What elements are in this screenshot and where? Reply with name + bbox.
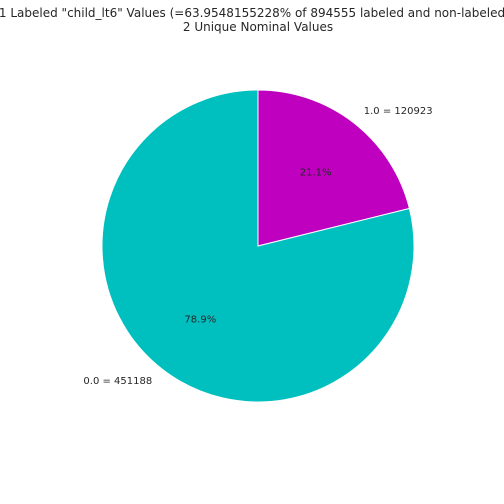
chart-subtitle: 2 Unique Nominal Values bbox=[183, 20, 333, 34]
chart-title: 1 Labeled "child_lt6" Values (=63.954815… bbox=[0, 6, 504, 20]
pie-labels: 1.0 = 120923 21.1% 0.0 = 451188 78.9% bbox=[83, 106, 432, 387]
slice-label: 0.0 = 451188 bbox=[83, 376, 152, 387]
pie-slice bbox=[257, 89, 411, 247]
slice-percent-label: 21.1% bbox=[300, 167, 332, 178]
slice-label: 1.0 = 120923 bbox=[364, 106, 433, 117]
pie-slices bbox=[101, 89, 415, 403]
slice-percent-label: 78.9% bbox=[184, 315, 216, 326]
pie-slice bbox=[101, 89, 415, 403]
